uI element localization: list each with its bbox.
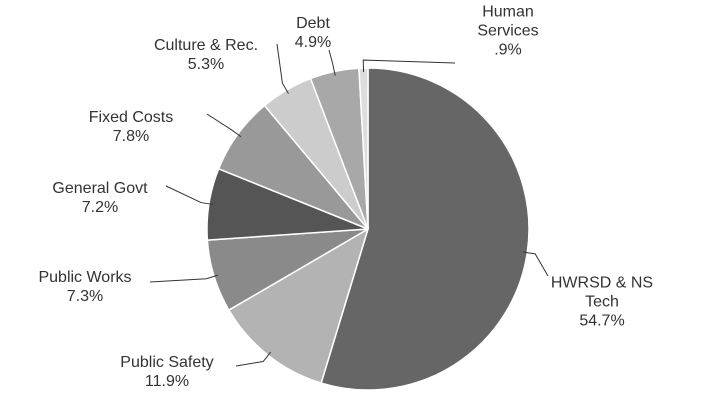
value-label: 7.2% [81,199,119,216]
category-label: Fixed Costs [88,109,174,126]
slice-label: Debt 4.9% [273,14,353,52]
value-label: 7.8% [112,128,150,145]
value-label: 4.9% [294,34,332,51]
leader-line [235,351,272,367]
leader-line [328,49,336,76]
value-label: .9% [494,41,522,59]
slice-label: Public Safety 11.9% [92,353,242,391]
category-label: HWRSD & NS Tech [550,274,654,311]
category-label: Debt [296,15,330,32]
slice-label: HWRSD & NS Tech 54.7% [547,274,657,331]
category-label: Culture & Rec. [153,37,259,54]
category-label: Public Safety [120,354,214,371]
leader-line [206,113,242,138]
category-label: Human Services [477,3,539,40]
leader-line [165,185,214,205]
leader-line [362,59,456,73]
value-label: 5.3% [187,56,225,73]
leader-line [276,43,289,94]
leader-line [149,274,219,283]
slice-label: Public Works 7.3% [10,268,160,306]
slice-label: Fixed Costs 7.8% [56,108,206,146]
slice-label: Human Services .9% [458,3,558,60]
category-label: Public Works [38,269,132,286]
category-label: General Govt [52,180,148,197]
slice-label: Culture & Rec. 5.3% [131,36,281,74]
value-label: 11.9% [144,373,190,390]
slice-label: General Govt 7.2% [25,179,175,217]
value-label: 7.3% [66,288,104,305]
leader-line [523,251,549,277]
value-label: 54.7% [579,312,625,330]
